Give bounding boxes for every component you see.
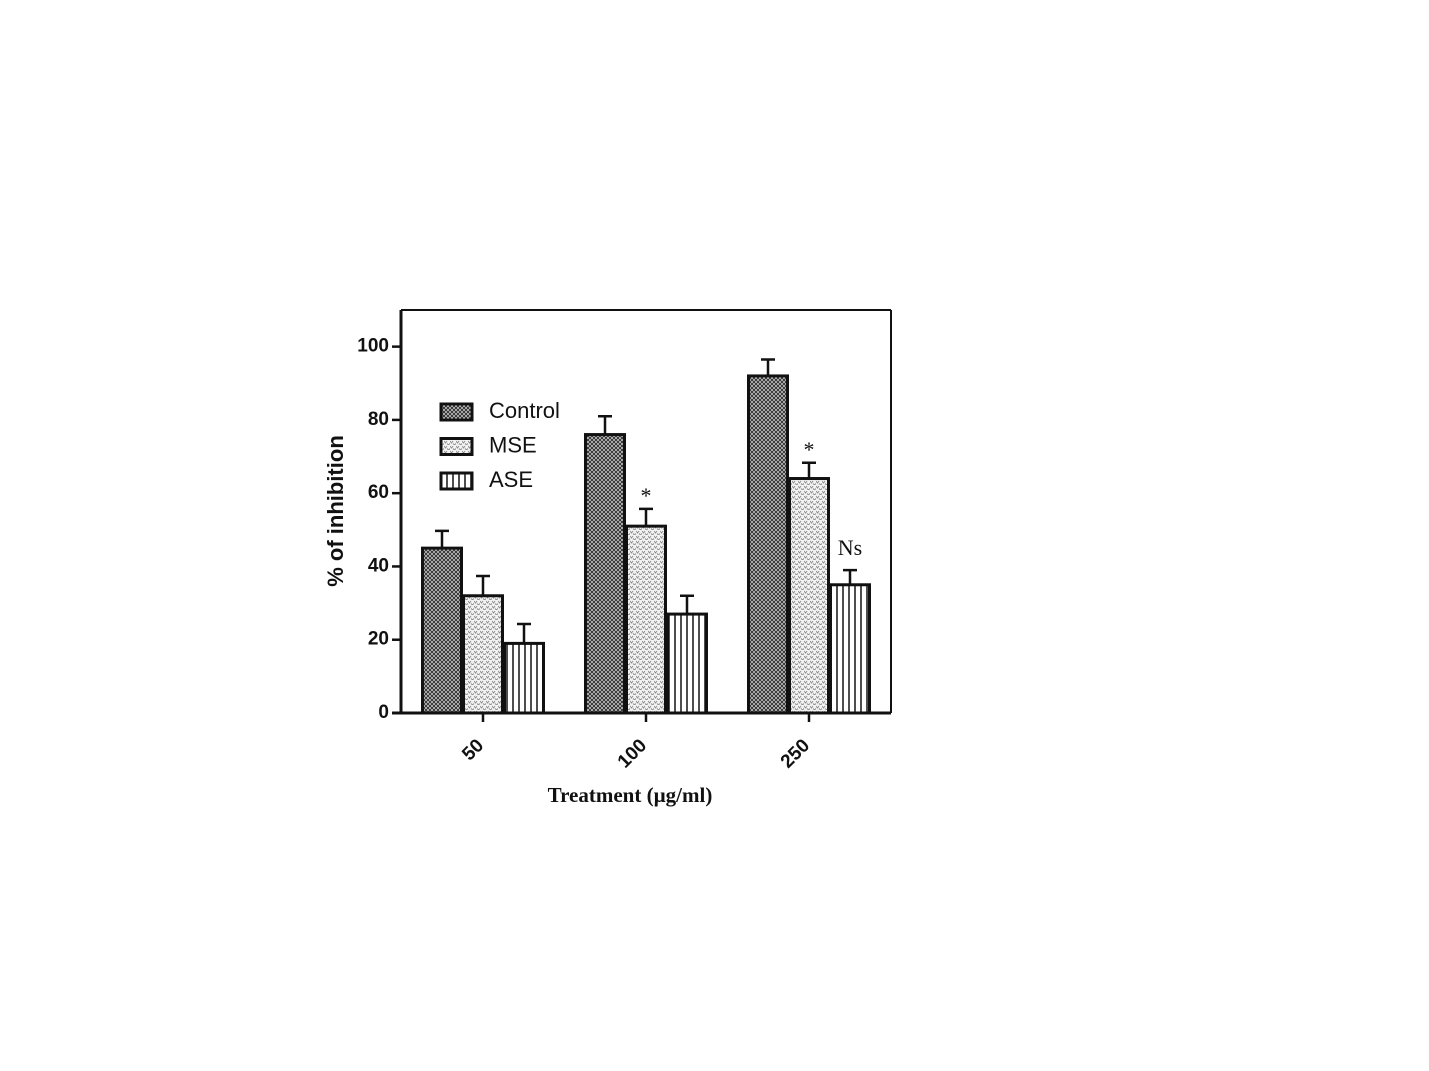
- legend-swatch: [439, 437, 474, 456]
- x-axis-title: Treatment (µg/ml): [548, 783, 713, 807]
- annotation: *: [641, 483, 652, 508]
- error-bar: [639, 507, 653, 527]
- x-tick-label: 250: [777, 735, 814, 772]
- x-tick-label: 100: [614, 735, 651, 772]
- legend-label: Control: [489, 398, 560, 423]
- legend-swatch: [439, 471, 474, 491]
- error-bar: [598, 414, 612, 435]
- legend-label: MSE: [489, 432, 537, 457]
- y-tick-label: 20: [368, 629, 389, 650]
- bar: [584, 433, 626, 715]
- y-tick-label: 0: [378, 702, 389, 723]
- bar: [625, 524, 667, 715]
- y-tick-label: 80: [368, 409, 389, 430]
- y-axis-title: % of inhibition: [323, 435, 348, 587]
- bar: [829, 583, 871, 715]
- error-bar: [435, 529, 449, 549]
- bar: [462, 594, 504, 715]
- x-tick-label: 50: [458, 735, 488, 765]
- error-bar: [476, 574, 490, 596]
- y-tick-label: 100: [357, 336, 389, 357]
- bar: [747, 374, 789, 715]
- error-bar: [680, 594, 694, 615]
- annotation: *: [804, 437, 815, 462]
- y-tick-label: 40: [368, 555, 389, 576]
- bar: [421, 546, 463, 715]
- y-tick-label: 60: [368, 482, 389, 503]
- bar: [503, 641, 545, 715]
- error-bar: [843, 568, 857, 585]
- error-bar: [761, 358, 775, 376]
- bar: [788, 477, 830, 715]
- legend-swatch: [439, 402, 474, 422]
- annotation: Ns: [838, 535, 862, 560]
- error-bar: [802, 461, 816, 479]
- legend-label: ASE: [489, 467, 533, 492]
- error-bar: [517, 622, 531, 644]
- bar: [666, 612, 708, 715]
